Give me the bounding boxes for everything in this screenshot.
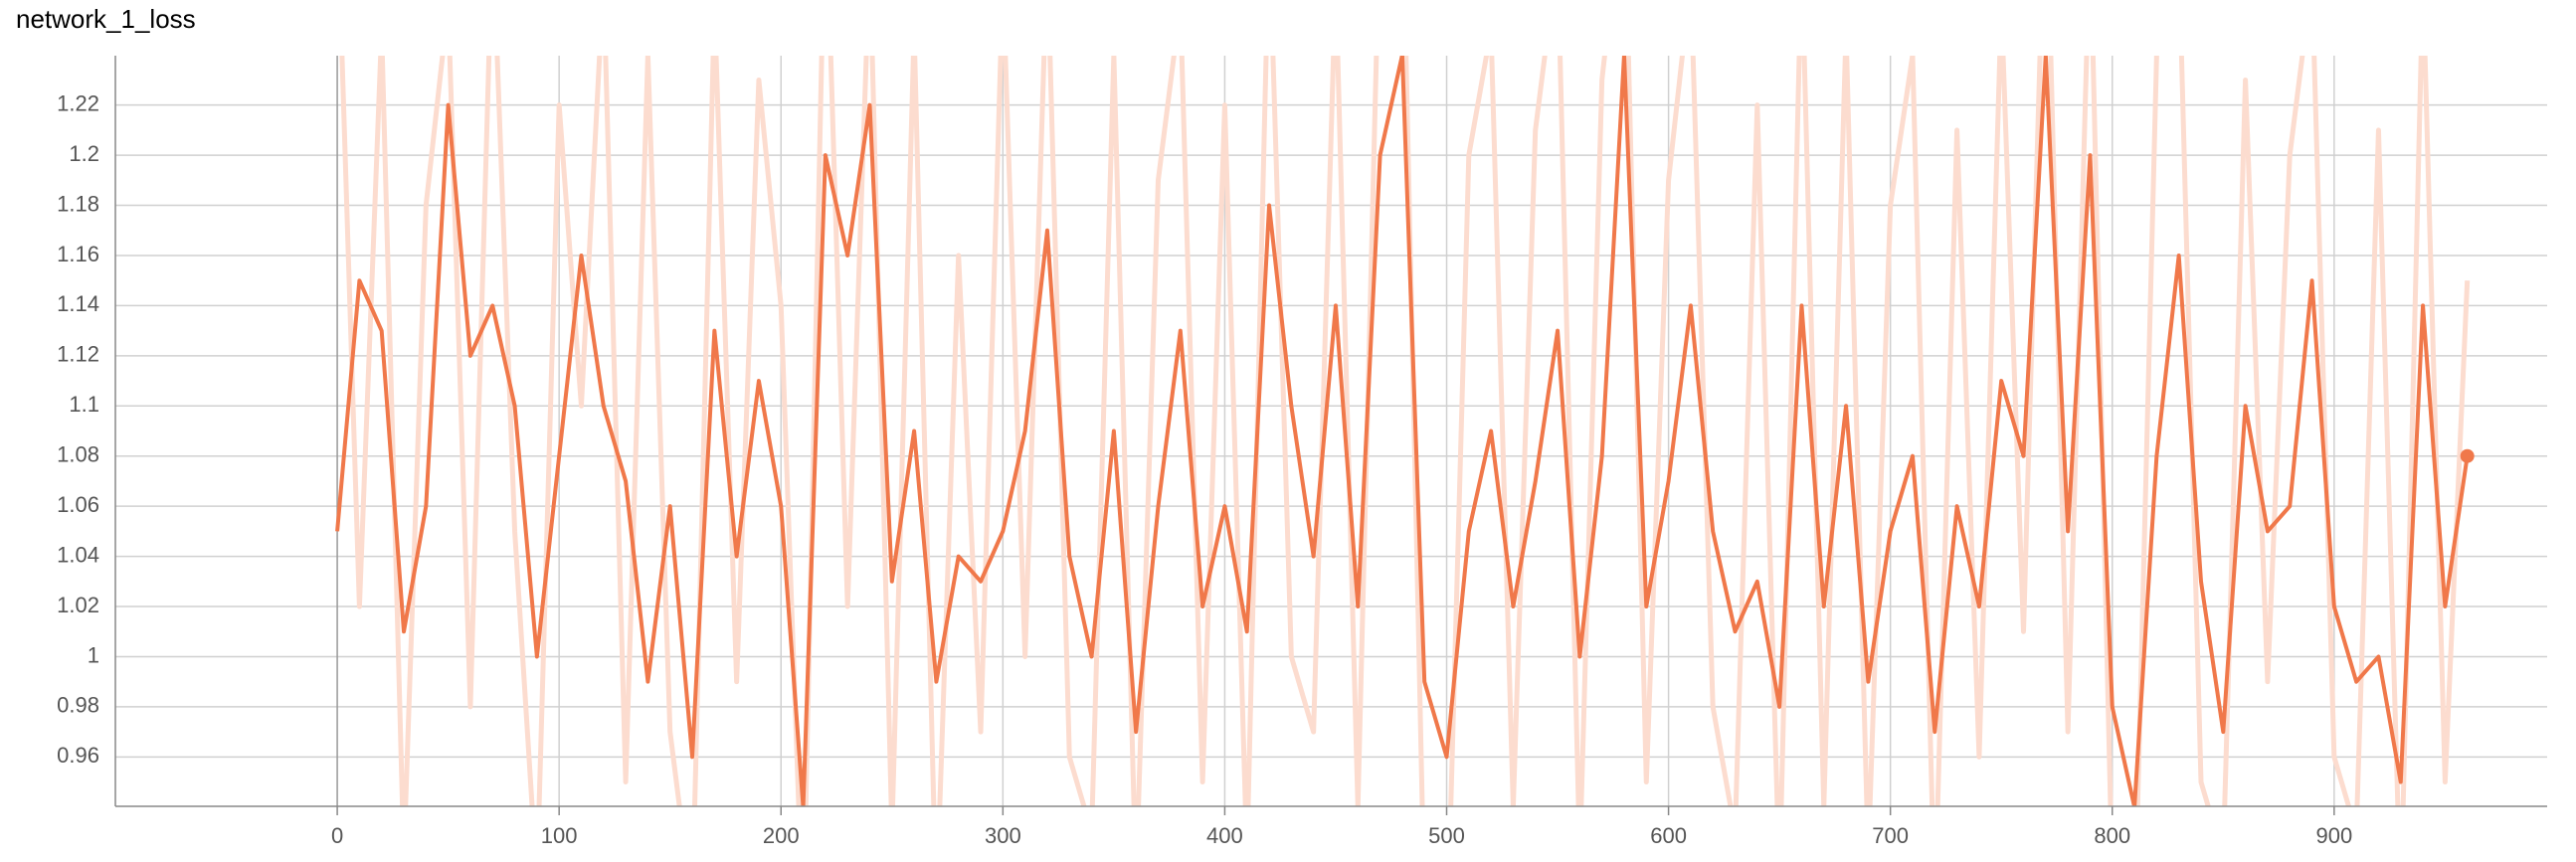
y-tick-label: 1.1: [69, 392, 99, 417]
y-tick-label: 1: [88, 642, 99, 667]
y-tick-label: 1.04: [57, 542, 99, 567]
y-tick-label: 1.08: [57, 442, 99, 467]
y-tick-label: 0.96: [57, 743, 99, 768]
x-tick-label: 0: [331, 823, 343, 848]
x-tick-label: 800: [2094, 823, 2130, 848]
x-tick-label: 400: [1206, 823, 1243, 848]
y-tick-label: 1.12: [57, 342, 99, 367]
chart-title: network_1_loss: [16, 4, 196, 34]
series-line: [335, 56, 2470, 806]
x-tick-label: 500: [1428, 823, 1465, 848]
x-tick-label: 300: [985, 823, 1021, 848]
x-tick-label: 600: [1650, 823, 1687, 848]
x-tick-label: 700: [1872, 823, 1909, 848]
y-tick-label: 1.18: [57, 191, 99, 216]
y-tick-label: 1.02: [57, 593, 99, 617]
y-tick-label: 1.22: [57, 90, 99, 115]
x-tick-label: 200: [763, 823, 800, 848]
y-tick-label: 1.14: [57, 291, 99, 316]
plot-area: [335, 56, 2471, 806]
y-tick-label: 0.98: [57, 693, 99, 718]
last-point: [2460, 448, 2475, 463]
y-tick-label: 1.06: [57, 492, 99, 517]
x-tick-label: 900: [2315, 823, 2352, 848]
axes: 0.96 0.98 1 1.02 1.04 1.06 1.08 1.1 1.12 1.14 1.16…: [57, 56, 2547, 848]
y-tick-label: 1.2: [69, 141, 99, 166]
x-tick-label: 100: [541, 823, 578, 848]
y-tick-label: 1.16: [57, 242, 99, 266]
series-line: [339, 56, 2471, 806]
